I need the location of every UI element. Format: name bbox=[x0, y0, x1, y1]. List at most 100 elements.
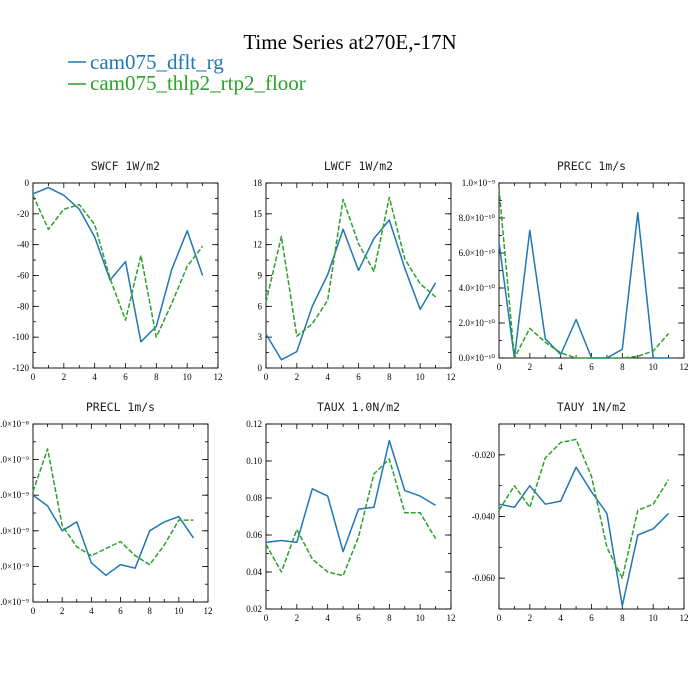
x-tick-label: 6 bbox=[356, 372, 361, 382]
x-tick-label: 2 bbox=[60, 606, 65, 616]
x-tick-label: 4 bbox=[325, 372, 330, 382]
x-tick-label: 6 bbox=[356, 613, 361, 623]
x-tick-label: 12 bbox=[214, 372, 223, 382]
axes-frame bbox=[32, 182, 219, 369]
legend: cam075_dflt_rg cam075_thlp2_rtp2_floor bbox=[68, 50, 306, 95]
y-tick-label: 18 bbox=[253, 178, 263, 188]
y-tick-label: 4.0×10⁻¹⁰ bbox=[459, 283, 496, 293]
x-tick-label: 10 bbox=[174, 606, 184, 616]
x-tick-label: 8 bbox=[387, 372, 392, 382]
series-line-thlp2 bbox=[265, 458, 437, 577]
panel-title: PRECC 1m/s bbox=[557, 159, 626, 173]
x-tick-label: 6 bbox=[589, 362, 594, 372]
series-line-dflt bbox=[265, 439, 436, 553]
panel-5: TAUX 1.0N/m2 0 2 4 6 8 10 12 0.02 0.04 0.06 0.08 0.1… bbox=[246, 400, 455, 623]
y-tick-label: 6 bbox=[258, 301, 263, 311]
x-tick-label: 10 bbox=[649, 613, 659, 623]
y-tick-label: 0 bbox=[258, 363, 263, 373]
y-tick-label: -120 bbox=[13, 363, 30, 373]
panel-title: SWCF 1W/m2 bbox=[91, 159, 160, 173]
series-line-thlp2 bbox=[32, 448, 194, 566]
x-tick-label: 0 bbox=[264, 372, 269, 382]
axes-frame bbox=[498, 423, 685, 610]
x-tick-label: 8 bbox=[387, 613, 392, 623]
x-tick-label: 2 bbox=[528, 613, 533, 623]
x-tick-label: 0 bbox=[31, 606, 36, 616]
x-tick-label: 4 bbox=[558, 362, 563, 372]
x-tick-label: 8 bbox=[620, 362, 625, 372]
x-tick-label: 12 bbox=[447, 372, 456, 382]
panel-title: PRECL 1m/s bbox=[86, 400, 155, 414]
y-tick-label: 8.0×10⁻⁹ bbox=[0, 455, 29, 465]
legend-label-dflt: cam075_dflt_rg bbox=[90, 50, 224, 74]
series-line-thlp2 bbox=[265, 196, 437, 337]
y-tick-label: 8.0×10⁻¹⁰ bbox=[459, 213, 496, 223]
x-tick-label: 12 bbox=[447, 613, 456, 623]
x-tick-label: 10 bbox=[183, 372, 193, 382]
legend-label-thlp2: cam075_thlp2_rtp2_floor bbox=[90, 71, 306, 95]
x-tick-label: 4 bbox=[558, 613, 563, 623]
y-tick-label: -60 bbox=[17, 271, 29, 281]
panel-2: LWCF 1W/m2 0 2 4 6 8 10 12 0 3 6 9 12 15 18 bbox=[253, 159, 456, 382]
series-line-dflt bbox=[265, 219, 437, 361]
x-tick-label: 8 bbox=[620, 613, 625, 623]
y-tick-label: 4.0×10⁻⁹ bbox=[0, 526, 29, 536]
x-tick-label: 8 bbox=[147, 606, 152, 616]
y-tick-label: 1.0×10⁻⁹ bbox=[462, 178, 495, 188]
x-tick-label: 0 bbox=[497, 362, 502, 372]
y-tick-label: -100 bbox=[13, 332, 30, 342]
x-tick-label: 2 bbox=[528, 362, 533, 372]
x-tick-label: 0 bbox=[497, 613, 502, 623]
y-tick-label: 3 bbox=[258, 332, 263, 342]
y-tick-label: 2.0×10⁻⁹ bbox=[0, 561, 29, 571]
y-tick-label: 1.0×10⁻⁸ bbox=[0, 419, 29, 429]
y-tick-label: 2.0×10⁻¹⁰ bbox=[459, 318, 496, 328]
panel-title: LWCF 1W/m2 bbox=[324, 159, 393, 173]
axes-frame bbox=[32, 423, 209, 603]
x-tick-label: 10 bbox=[416, 372, 426, 382]
y-tick-label: 12 bbox=[253, 240, 262, 250]
y-tick-label: 9 bbox=[258, 271, 263, 281]
x-tick-label: 0 bbox=[264, 613, 269, 623]
series-line-dflt bbox=[32, 494, 195, 577]
x-tick-label: 10 bbox=[649, 362, 659, 372]
x-tick-label: 12 bbox=[204, 606, 213, 616]
panel-title: TAUY 1N/m2 bbox=[557, 400, 626, 414]
series-line-thlp2 bbox=[498, 438, 670, 579]
panel-3: PRECC 1m/s 0 2 4 6 8 10 12 0.0×10⁻¹⁰ 2.0×10⁻¹⁰ 4.0… bbox=[459, 159, 689, 372]
y-tick-label: 0.02 bbox=[246, 604, 262, 614]
x-tick-label: 2 bbox=[295, 613, 300, 623]
panel-1: SWCF 1W/m2 0 2 4 6 8 10 12 0 -20 -40 -60 -80 -100 -120 bbox=[13, 159, 223, 382]
y-tick-label: -40 bbox=[17, 240, 29, 250]
y-tick-label: -0.040 bbox=[472, 512, 496, 522]
x-tick-label: 12 bbox=[680, 613, 689, 623]
panel-4: PRECL 1m/s 0 2 4 6 8 10 12 0.0×10⁻⁹ 2.0×10⁻⁹ 4.0×1… bbox=[0, 400, 213, 616]
y-tick-label: 0.0×10⁻⁹ bbox=[0, 597, 29, 607]
y-tick-label: 0.08 bbox=[246, 493, 262, 503]
x-tick-label: 2 bbox=[62, 372, 67, 382]
y-tick-label: 15 bbox=[253, 209, 263, 219]
x-tick-label: 6 bbox=[118, 606, 123, 616]
axes-frame bbox=[265, 182, 452, 369]
y-tick-label: 6.0×10⁻¹⁰ bbox=[459, 248, 496, 258]
x-tick-label: 0 bbox=[31, 372, 36, 382]
y-tick-label: -0.020 bbox=[472, 450, 496, 460]
series-line-dflt bbox=[32, 186, 204, 343]
x-tick-label: 6 bbox=[589, 613, 594, 623]
x-tick-label: 4 bbox=[89, 606, 94, 616]
y-tick-label: -0.060 bbox=[472, 573, 496, 583]
panel-title: TAUX 1.0N/m2 bbox=[317, 400, 400, 414]
figure-title: Time Series at270E,-17N bbox=[243, 30, 456, 54]
y-tick-label: 0.10 bbox=[246, 456, 262, 466]
y-tick-label: -20 bbox=[17, 209, 29, 219]
x-tick-label: 10 bbox=[416, 613, 426, 623]
y-tick-label: 0.06 bbox=[246, 530, 262, 540]
series-line-dflt bbox=[498, 212, 669, 359]
x-tick-label: 6 bbox=[123, 372, 128, 382]
series-line-dflt bbox=[498, 466, 670, 607]
y-tick-label: 0.04 bbox=[246, 567, 262, 577]
x-tick-label: 4 bbox=[92, 372, 97, 382]
x-tick-label: 4 bbox=[325, 613, 330, 623]
panels: SWCF 1W/m2 0 2 4 6 8 10 12 0 -20 -40 -60 -80 -100 -120… bbox=[0, 159, 689, 623]
